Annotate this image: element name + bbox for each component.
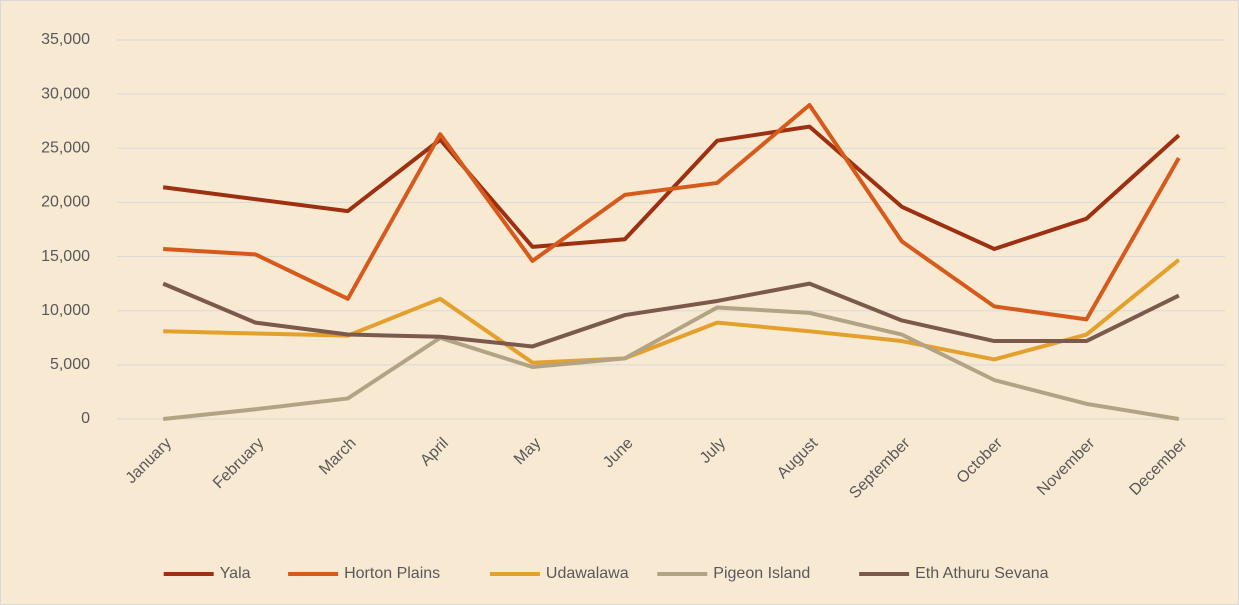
series-line	[162, 281, 1180, 349]
series-line	[163, 258, 1181, 365]
y-tick-label: 0	[81, 410, 90, 427]
series-line	[162, 305, 1180, 421]
legend-label: Pigeon Island	[713, 565, 810, 582]
legend-label: Horton Plains	[344, 565, 440, 582]
legend-label: Udawalawa	[546, 565, 629, 582]
y-tick-label: 25,000	[41, 140, 90, 157]
y-tick-label: 35,000	[41, 31, 90, 48]
y-tick-label: 30,000	[41, 85, 90, 102]
y-tick-label: 20,000	[41, 194, 90, 211]
legend-label: Yala	[220, 565, 251, 582]
legend-label: Eth Athuru Sevana	[915, 565, 1049, 582]
series-line	[163, 102, 1181, 322]
y-tick-label: 5,000	[50, 356, 90, 373]
y-tick-label: 10,000	[41, 302, 90, 319]
y-tick-label: 15,000	[41, 248, 90, 265]
